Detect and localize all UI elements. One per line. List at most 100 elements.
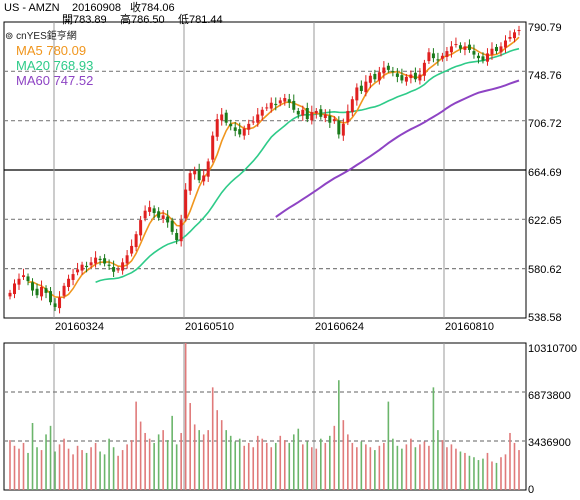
candle-body <box>17 278 21 285</box>
volume-bar <box>509 432 511 490</box>
volume-bar <box>54 451 56 490</box>
candle-body <box>265 107 269 109</box>
volume-bar <box>63 438 65 490</box>
candle-body <box>148 207 152 212</box>
candle-body <box>332 119 336 121</box>
candle-body <box>418 74 422 81</box>
volume-bar <box>482 458 484 490</box>
candle-body <box>71 274 75 280</box>
volume-bar <box>356 447 358 490</box>
volume-bar <box>135 401 137 490</box>
volume-bar <box>40 450 43 490</box>
candle-body <box>283 98 287 102</box>
candle-body <box>427 52 431 62</box>
volume-bar <box>67 448 70 490</box>
candle-body <box>152 208 156 214</box>
candle-body <box>80 264 84 271</box>
candle-body <box>454 44 458 46</box>
volume-bar <box>419 444 421 490</box>
candle-body <box>485 53 489 62</box>
volume-bar <box>130 440 133 490</box>
volume-bar <box>292 434 295 490</box>
volume-bar <box>468 455 471 490</box>
volume-bar <box>247 442 250 490</box>
candle-body <box>26 276 30 282</box>
volume-bar <box>274 442 277 490</box>
candle-body <box>355 87 359 101</box>
volume-bar <box>45 434 47 490</box>
close-label: 收784.06 <box>130 2 175 14</box>
cnyes-logo: ⊚ cnYES鉅亨網 <box>5 31 77 43</box>
x-tick-label: 20160510 <box>185 321 234 333</box>
volume-bar <box>455 448 457 490</box>
volume-bar <box>198 430 200 490</box>
volume-bar <box>504 454 507 490</box>
candle-body <box>490 48 494 55</box>
volume-bar <box>216 410 219 490</box>
volume-bar <box>243 445 246 490</box>
candle-body <box>31 282 35 291</box>
volume-bar <box>270 447 273 490</box>
volume-bar <box>171 415 173 490</box>
candle-body <box>166 216 170 223</box>
candle-body <box>269 102 273 109</box>
volume-bar <box>31 422 34 490</box>
candle-body <box>179 220 183 242</box>
volume-bar <box>414 447 417 490</box>
symbol-label: US - AMZN <box>4 2 60 14</box>
candle-body <box>67 278 71 287</box>
candle-body <box>422 62 426 76</box>
candle-body <box>233 127 237 131</box>
x-tick-label: 20160624 <box>315 321 364 333</box>
volume-bar <box>211 387 214 490</box>
candle-body <box>211 135 215 160</box>
price-tick-label: 664.69 <box>528 167 562 179</box>
ma5-label: MA5 780.09 <box>16 43 87 58</box>
candle-body <box>391 71 395 73</box>
candle-body <box>103 258 107 264</box>
candle-body <box>287 99 291 103</box>
candle-body <box>58 297 62 309</box>
volume-bar <box>193 424 196 490</box>
volume-bar <box>306 441 309 490</box>
volume-bar <box>351 442 354 490</box>
candle-body <box>94 257 98 264</box>
candle-body <box>400 75 404 81</box>
candle-body <box>368 75 372 83</box>
volume-bar <box>76 445 79 490</box>
volume-bar <box>180 432 182 490</box>
ma60-line <box>275 79 520 218</box>
candle-body <box>188 173 192 191</box>
volume-bar <box>99 451 101 490</box>
candle-body <box>323 114 327 118</box>
candle-body <box>314 110 318 114</box>
ma5-line <box>27 36 520 299</box>
candle-body <box>508 37 512 39</box>
volume-tick-label: 6873800 <box>528 390 571 402</box>
logo-text: cnYES鉅亨網 <box>16 31 77 42</box>
candle-body <box>328 115 332 123</box>
volume-tick-label: 10310700 <box>528 343 577 355</box>
candle-body <box>76 269 80 273</box>
candle-body <box>395 73 399 77</box>
volume-bar <box>401 448 403 490</box>
volume-bar <box>491 461 493 490</box>
volume-bar <box>18 448 20 490</box>
candle-body <box>382 67 386 74</box>
candle-body <box>202 175 206 182</box>
volume-bar <box>437 430 439 490</box>
volume-bar <box>238 438 241 490</box>
candle-body <box>458 45 462 49</box>
candle-body <box>301 109 305 116</box>
candle-body <box>134 234 138 248</box>
candle-body <box>98 258 102 260</box>
candle-body <box>13 283 17 295</box>
open-label: 開783.89 <box>62 14 107 26</box>
volume-bar <box>301 444 304 490</box>
volume-bar <box>283 440 286 490</box>
volume-bar <box>207 430 209 490</box>
candle-body <box>35 288 39 296</box>
volume-bar <box>184 343 187 490</box>
candle-body <box>413 72 417 80</box>
